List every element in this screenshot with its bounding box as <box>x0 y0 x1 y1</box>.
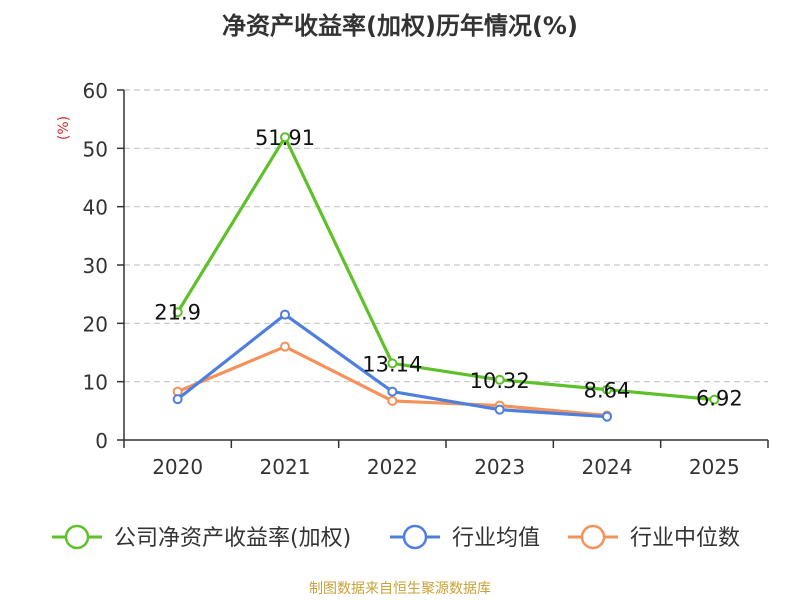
data-point <box>172 394 183 405</box>
data-point <box>172 307 183 318</box>
y-axis-unit-label: (%) <box>56 116 72 140</box>
y-tick-label: 50 <box>83 137 108 161</box>
y-tick-label: 20 <box>83 312 108 336</box>
x-tick-label: 2021 <box>260 455 311 479</box>
data-point <box>602 384 612 395</box>
data-point <box>280 132 290 143</box>
data-point <box>387 386 398 397</box>
data-point <box>494 374 505 385</box>
data-label: 8.64 <box>584 379 631 403</box>
data-label: 51.91 <box>255 126 315 150</box>
legend-marker-icon <box>64 524 90 550</box>
legend-marker-icon <box>580 524 606 550</box>
y-tick-label: 40 <box>83 196 108 220</box>
data-point <box>280 341 290 352</box>
y-tick-label: 10 <box>83 371 108 395</box>
chart-title: 净资产收益率(加权)历年情况(%) <box>222 12 578 40</box>
data-label: 10.32 <box>470 369 530 393</box>
legend-label: 公司净资产收益率(加权) <box>114 526 351 551</box>
x-tick-label: 2022 <box>367 455 418 479</box>
y-tick-label: 0 <box>95 429 108 453</box>
x-tick-label: 2025 <box>689 455 740 479</box>
data-point <box>387 358 398 369</box>
source-note: 制图数据来自恒生聚源数据库 <box>309 581 491 597</box>
x-tick-label: 2024 <box>582 455 633 479</box>
data-point <box>280 309 290 320</box>
y-tick-label: 60 <box>83 79 108 103</box>
legend-marker-icon <box>402 524 428 550</box>
y-tick-label: 30 <box>83 254 108 278</box>
series-line-0 <box>176 135 715 402</box>
x-tick-label: 2020 <box>152 455 203 479</box>
data-point <box>494 404 505 415</box>
legend-label: 行业中位数 <box>630 526 740 551</box>
x-tick-label: 2023 <box>474 455 525 479</box>
data-label: 13.14 <box>362 352 422 376</box>
legend-label: 行业均值 <box>452 526 540 551</box>
data-point <box>602 411 612 422</box>
data-label: 21.9 <box>154 300 201 324</box>
data-point <box>709 394 720 405</box>
data-label: 6.92 <box>696 387 743 411</box>
data-point <box>387 395 398 406</box>
